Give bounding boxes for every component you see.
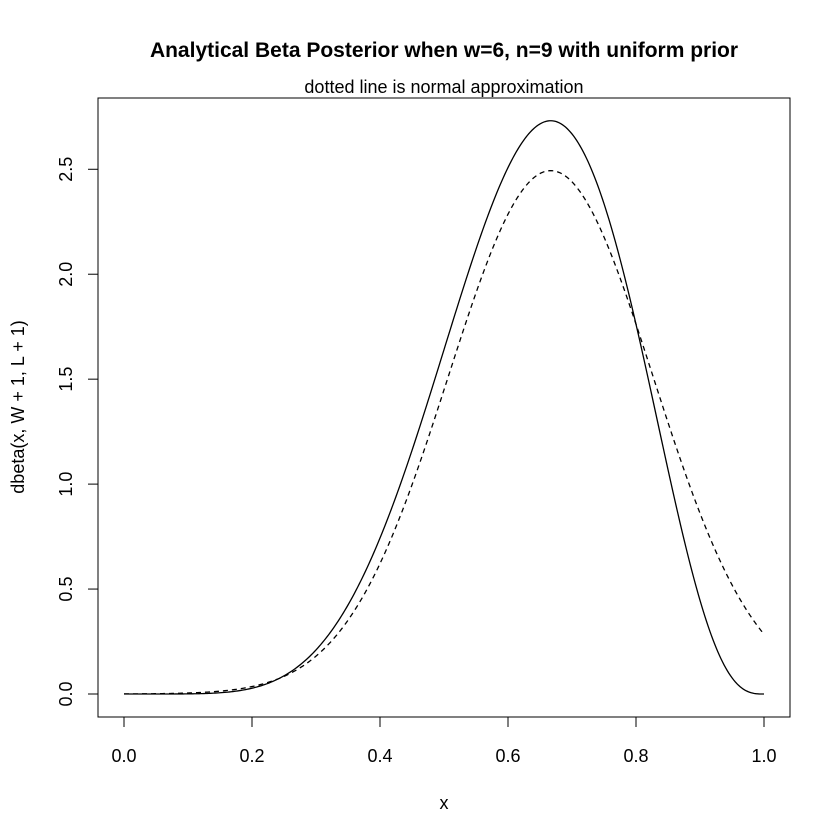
normal-approximation-line [124, 170, 765, 695]
x-tick-label: 0.4 [367, 746, 392, 766]
y-axis: 0.0 0.5 1.0 1.5 2.0 2.5 [56, 157, 99, 707]
y-tick-label: 1.0 [56, 472, 76, 497]
y-tick-label: 0.0 [56, 681, 76, 706]
chart-title: Analytical Beta Posterior when w=6, n=9 … [150, 39, 738, 62]
x-tick-label: 0.6 [495, 746, 520, 766]
beta-posterior-line [124, 120, 764, 695]
y-tick-label: 2.0 [56, 262, 76, 287]
x-tick-label: 0.0 [111, 746, 136, 766]
x-tick-label: 1.0 [751, 746, 776, 766]
x-axis-label: x [440, 793, 449, 813]
x-tick-label: 0.8 [623, 746, 648, 766]
plot-frame [97, 97, 791, 718]
y-axis-label: dbeta(x, W + 1, L + 1) [8, 320, 28, 493]
y-tick-label: 2.5 [56, 157, 76, 182]
y-tick-label: 1.5 [56, 367, 76, 392]
chart-subtitle: dotted line is normal approximation [304, 77, 583, 97]
y-tick-label: 0.5 [56, 577, 76, 602]
series-layer [124, 120, 765, 695]
x-tick-label: 0.2 [239, 746, 264, 766]
x-axis: 0.0 0.2 0.4 0.6 0.8 1.0 [111, 716, 777, 766]
